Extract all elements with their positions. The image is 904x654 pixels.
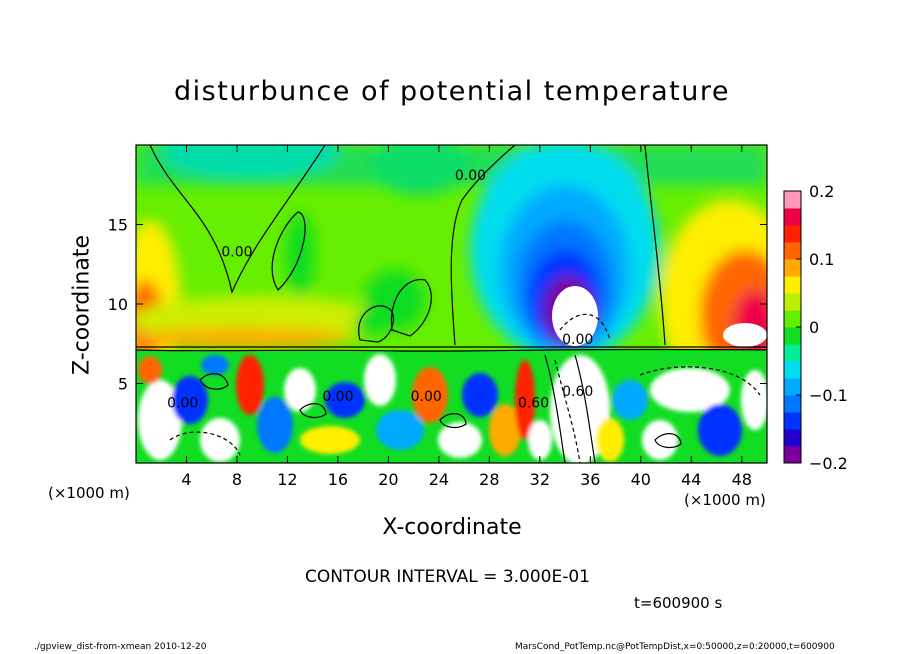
colorbar-swatch [784,310,801,328]
colorbar-swatch [784,242,801,260]
y-tick-label: 10 [108,295,128,314]
colorbar-swatch [784,225,801,243]
contour-label: 0.00 [562,332,593,348]
time-label: t=600900 s [634,594,723,612]
x-tick-label: 48 [732,470,752,489]
x-unit-label: (×1000 m) [684,491,766,509]
contour-label: 0.60 [562,384,593,400]
colorbar-swatch [784,344,801,362]
colorbar-tick-label: 0 [809,318,819,337]
x-tick-label: 28 [479,470,499,489]
colorbar-swatch [784,412,801,430]
colorbar-tick-label: −0.2 [809,454,848,473]
chart-title: disturbunce of potential temperature [174,76,730,107]
colorbar-swatch [784,395,801,413]
colorbar-swatch [784,259,801,277]
x-axis: 4 8 12 16 20 24 28 32 36 40 44 48 [181,145,752,489]
colorbar-swatch [784,429,801,447]
footer-left: ./gpview_dist-from-xmean 2010-12-20 [34,642,207,652]
y-axis: 5 10 15 [108,216,767,394]
colorbar-swatch [784,191,801,209]
y-tick-label: 5 [118,375,128,394]
colorbar-swatch [784,361,801,379]
footer-right: MarsCond_PotTemp.nc@PotTempDist,x=0:5000… [515,642,835,652]
y-axis-label: Z-coordinate [69,235,95,375]
heatmap-field: 0.00 0.00 0.00 0.00 0.00 0.00 0.60 0.60 [136,145,767,463]
contour-label: 0.00 [322,389,353,405]
x-tick-label: 12 [277,470,297,489]
colorbar-swatch [784,293,801,311]
colorbar-tick-label: 0.1 [809,250,834,269]
contour-label: 0.00 [221,244,252,260]
contour-label: 0.00 [167,395,198,411]
colorbar-tick-label: 0.2 [809,182,834,201]
x-tick-label: 8 [232,470,242,489]
x-tick-label: 40 [631,470,651,489]
x-tick-label: 32 [530,470,550,489]
contour-interval: CONTOUR INTERVAL = 3.000E-01 [305,567,590,587]
x-axis-label: X-coordinate [382,515,522,540]
colorbar-swatch [784,276,801,294]
contour-label: 0.00 [411,389,442,405]
colorbar-swatch [784,446,801,464]
x-tick-label: 16 [328,470,348,489]
colorbar-swatch [784,208,801,226]
y-tick-label: 15 [108,216,128,235]
x-tick-label: 44 [681,470,701,489]
colorbar-swatch [784,378,801,396]
x-tick-label: 24 [429,470,449,489]
x-tick-label: 4 [181,470,191,489]
x-tick-label: 20 [378,470,398,489]
colorbar-tick-label: −0.1 [809,386,848,405]
x-tick-label: 36 [580,470,600,489]
y-unit-label: (×1000 m) [48,484,130,502]
colorbar: 0.2 0.1 0 −0.1 −0.2 [783,182,848,473]
contour-label: 0.00 [455,168,486,184]
colorbar-swatch [784,327,801,345]
contour-label: 0.60 [518,395,549,411]
